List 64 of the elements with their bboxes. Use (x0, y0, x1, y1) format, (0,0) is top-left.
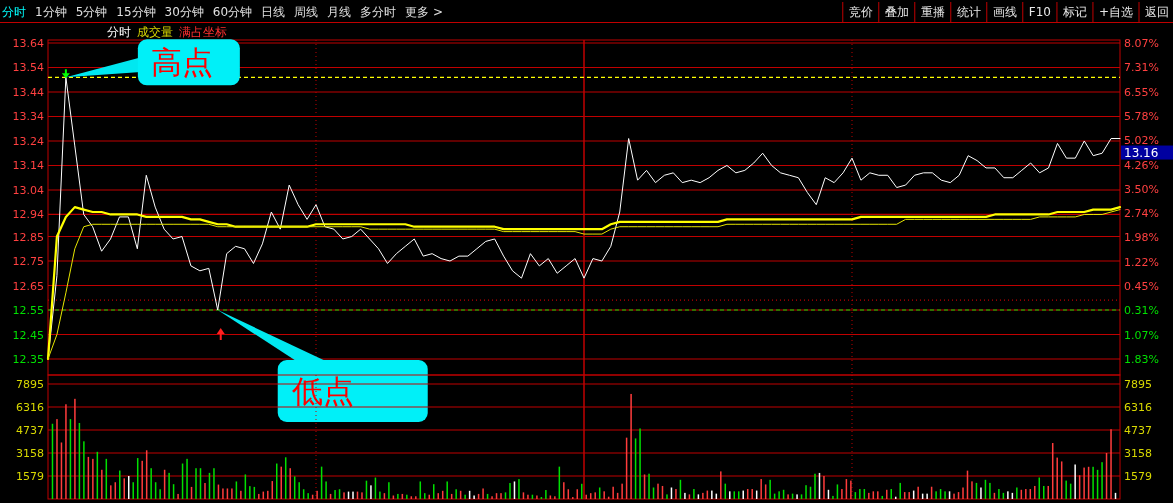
text: 画线 (992, 5, 1017, 19)
y2-tick-label: 5.02% (1124, 134, 1159, 148)
text: 分时 (2, 5, 26, 19)
y2-tick-label: 4.26% (1124, 158, 1159, 172)
text: 竞价 (848, 5, 873, 19)
y2-tick-label: 3158 (1124, 447, 1152, 460)
y-tick-label: 12.65 (12, 279, 44, 293)
y-tick-label: 13.04 (12, 183, 44, 197)
y2-tick-label: 7.31% (1124, 61, 1159, 75)
y-tick-label: 12.55 (12, 304, 44, 318)
y2-tick-label: 1.83% (1124, 353, 1159, 366)
text: 30分钟 (164, 5, 204, 19)
y2-tick-label: 1.98% (1124, 231, 1159, 245)
y-tick-label: 12.85 (12, 230, 44, 244)
text: 返回 (1145, 5, 1169, 19)
y2-tick-label: 5.78% (1124, 110, 1159, 124)
y2-tick-label: 0.45% (1124, 280, 1159, 294)
text: 日线 (261, 5, 286, 19)
y-tick-label: 12.94 (12, 208, 44, 222)
y-tick-label: 12.45 (12, 328, 44, 342)
y2-tick-label: 8.07% (1124, 37, 1159, 50)
y-tick-label: 3158 (16, 447, 44, 460)
y-tick-label: 13.14 (12, 159, 44, 173)
text: 叠加 (884, 5, 909, 19)
text: 重播 (920, 5, 945, 19)
annotation: 低点 (291, 373, 354, 410)
y2-tick-label: 7895 (1124, 378, 1152, 391)
y2-tick-label: 0.31% (1124, 304, 1159, 318)
y2-tick-label: 1.07% (1124, 328, 1159, 342)
y2-tick-label: 1.22% (1124, 255, 1159, 269)
callout: 低点 (217, 310, 428, 422)
text: 标记 (1061, 5, 1087, 19)
y2-tick-label: 1579 (1124, 470, 1152, 483)
text: 60分钟 (212, 5, 253, 19)
y-tick-label: 7895 (16, 378, 44, 391)
text: 成交量 (137, 25, 173, 39)
y-tick-label: 6316 (16, 401, 44, 414)
y-tick-label: 1579 (16, 470, 44, 483)
y2-tick-label: 6.55% (1124, 85, 1159, 99)
y2-tick-label: 2.74% (1124, 207, 1159, 221)
annotation: 高点 (150, 44, 213, 81)
text: +自选 (1098, 5, 1133, 19)
text: 周线 (294, 5, 319, 19)
y-tick-label: 13.54 (12, 61, 44, 75)
y-tick-label: 13.24 (12, 134, 44, 148)
text: 统计 (956, 5, 981, 19)
text: 满占坐标 (179, 25, 227, 39)
y2-tick-label: 4737 (1124, 424, 1152, 437)
text: 1分钟 (35, 5, 67, 19)
text: F10 (1028, 5, 1051, 19)
y-tick-label: 13.64 (12, 37, 44, 50)
text: 多分时 (360, 5, 397, 19)
y-tick-label: 13.44 (12, 85, 44, 99)
y2-tick-label: 6316 (1124, 401, 1152, 414)
y-tick-label: 13.34 (12, 110, 44, 124)
y-tick-label: 12.75 (12, 255, 44, 269)
text: 分时 (107, 25, 131, 39)
text: 更多 > (405, 5, 443, 19)
y2-tick-label: 3.50% (1124, 182, 1159, 196)
y-tick-label: 12.35 (12, 353, 44, 366)
text: 15分钟 (116, 5, 156, 19)
text: 5分钟 (75, 5, 108, 19)
text: 月线 (327, 5, 352, 19)
y-tick-label: 4737 (16, 424, 44, 437)
